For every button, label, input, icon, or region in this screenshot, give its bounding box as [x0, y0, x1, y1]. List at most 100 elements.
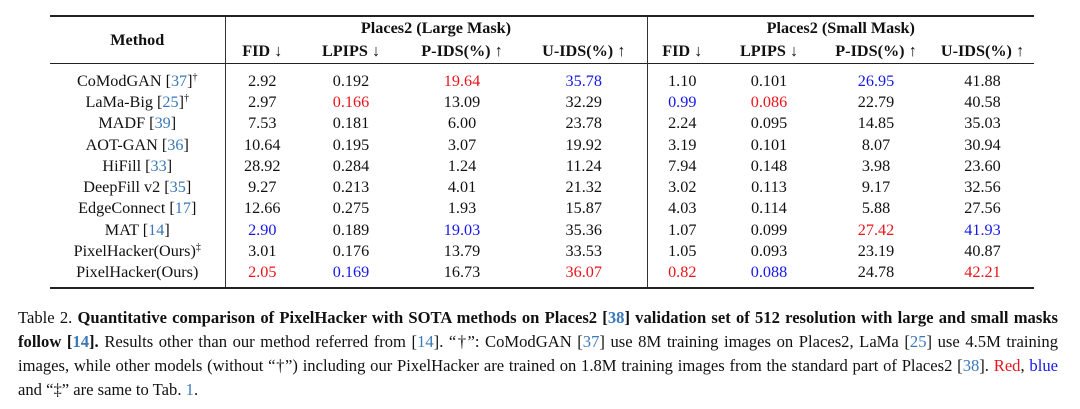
metric-value-cell: 3.01 [224, 240, 299, 262]
metric-value-cell: 23.60 [964, 156, 1001, 175]
method-name: HiFill [102, 156, 142, 175]
metric-value-cell: 23.19 [857, 242, 895, 261]
metric-value-cell: 22.79 [857, 92, 895, 111]
table-body: CoModGAN [37]† 2.92 0.192 19.64 35.78 1.10 0.1… [50, 63, 1034, 288]
method-name: CoModGAN [76, 71, 162, 90]
metric-value-cell: 0.093 [750, 242, 788, 261]
caption-text: ] use 8M training images on Places2, LaM… [599, 332, 910, 351]
method-name: MAT [104, 220, 139, 239]
caption-text: . [193, 380, 199, 399]
method-name-cell: CoModGAN [37]† [76, 71, 198, 90]
metric-value-cell: 2.05 [224, 261, 299, 288]
metric-value-cell: 41.88 [964, 71, 1001, 90]
metric-value-cell: 32.56 [964, 178, 1001, 197]
citation-link[interactable]: 39 [154, 114, 171, 133]
citation-link[interactable]: 38 [607, 308, 625, 327]
metric-value-cell: 13.79 [443, 242, 481, 261]
citation-link[interactable]: 14 [72, 332, 90, 351]
citation-link[interactable]: 38 [962, 356, 980, 375]
metric-value-cell: 35.03 [964, 114, 1001, 133]
citation-link[interactable]: 36 [167, 135, 184, 154]
metric-value-cell: 26.95 [857, 71, 895, 90]
metric-value-cell: 28.92 [224, 155, 299, 177]
metric-value-cell: 0.181 [332, 114, 370, 133]
metric-value-cell: 7.53 [224, 112, 299, 134]
metric-value-cell: 19.03 [443, 220, 481, 239]
metric-value-cell: 10.64 [224, 133, 299, 156]
metric-value-cell: 1.24 [447, 156, 477, 175]
metric-value-cell: 9.17 [861, 178, 891, 197]
metric-value-cell: 4.01 [447, 178, 477, 197]
method-name: MADF [98, 114, 146, 133]
caption-text: , [1020, 356, 1025, 375]
citation-link[interactable]: 25 [909, 332, 927, 351]
metric-value-cell: 27.56 [964, 199, 1001, 218]
results-table: Method Places2 (Large Mask) Places2 (Sma… [50, 15, 1034, 289]
metric-value-cell: 36.07 [565, 263, 602, 282]
citation-link[interactable]: 35 [169, 178, 186, 197]
metric-value-cell: 0.99 [646, 91, 717, 113]
method-name-cell: PixelHacker(Ours)‡ [50, 240, 225, 261]
citation-link[interactable]: 17 [174, 199, 191, 218]
metric-value-cell: 0.101 [750, 135, 788, 154]
method-name-cell: AOT-GAN [36] [85, 135, 189, 154]
metric-value-cell: 6.00 [447, 114, 477, 133]
metric-value-cell: 5.88 [861, 199, 891, 218]
citation-link[interactable]: 37 [582, 332, 600, 351]
metric-value-cell: 11.24 [565, 156, 602, 175]
metric-value-cell: 19.92 [565, 135, 602, 154]
citation-link[interactable]: 14 [148, 220, 165, 239]
metric-value-cell: 0.176 [332, 242, 370, 261]
metric-value-cell: 2.92 [224, 63, 299, 92]
metric-value-cell: 30.94 [964, 135, 1001, 154]
method-name-cell: EdgeConnect [17] [78, 199, 197, 218]
citation-link[interactable]: 33 [150, 156, 167, 175]
metric-value-cell: 7.94 [646, 155, 717, 177]
table-row: LaMa-Big [25]† 2.97 0.166 13.09 32.29 0.99 0.0… [50, 91, 1034, 113]
method-name-cell: PixelHacker(Ours) [50, 262, 225, 288]
metric-value-cell: 1.93 [447, 199, 477, 218]
metric-header: LPIPS ↓ [739, 42, 799, 60]
citation-link[interactable]: 14 [417, 332, 434, 351]
metric-value-cell: 0.213 [332, 178, 370, 197]
method-name-cell: HiFill [33] [102, 156, 173, 175]
metric-header: U-IDS(%) ↑ [940, 42, 1025, 60]
caption-text: ] use 4.5M training images, while other … [18, 332, 1059, 375]
caption-text: ]. “†”: CoModGAN [ [433, 332, 583, 351]
table-row: MAT [14] 2.90 0.189 19.03 35.36 1.07 0.099 27.4… [50, 219, 1034, 241]
metric-value-cell: 0.114 [751, 199, 787, 218]
method-header: Method [110, 31, 165, 49]
method-name-cell: MAT [14] [104, 220, 170, 239]
metric-value-cell: 32.29 [565, 92, 602, 111]
metric-value-cell: 24.78 [857, 263, 895, 282]
footnote-mark: ‡ [195, 242, 201, 254]
table-row: PixelHacker(Ours)‡ 3.01 0.176 13.79 33.53 1.0… [50, 240, 1034, 262]
metric-value-cell: 15.87 [565, 199, 602, 218]
table-reference-link[interactable]: 1 [185, 380, 194, 399]
legend-blue-word: blue [1029, 356, 1058, 375]
metric-value-cell: 1.10 [646, 63, 717, 92]
metric-value-cell: 0.101 [750, 71, 788, 90]
metric-value-cell: 21.32 [565, 178, 602, 197]
citation-link[interactable]: 25 [162, 92, 179, 111]
metric-header: LPIPS ↓ [321, 42, 381, 60]
method-name: EdgeConnect [78, 199, 166, 218]
citation-link[interactable]: 37 [170, 71, 188, 90]
metric-value-cell: 35.78 [565, 71, 602, 90]
metric-value-cell: 0.099 [750, 220, 788, 239]
metric-value-cell: 0.82 [646, 261, 717, 288]
method-name: PixelHacker(Ours) [73, 242, 196, 261]
metric-value-cell: 1.07 [646, 219, 717, 241]
legend-red-word: Red [993, 356, 1021, 375]
metric-value-cell: 40.87 [964, 242, 1001, 261]
table-caption: Table 2. Quantitative comparison of Pixe… [18, 306, 1058, 402]
footnote-mark: † [192, 71, 198, 83]
metric-value-cell: 0.088 [750, 263, 788, 282]
metric-value-cell: 41.93 [964, 220, 1001, 239]
method-name: PixelHacker(Ours) [76, 263, 199, 282]
metric-value-cell: 19.64 [443, 71, 481, 90]
method-name: AOT-GAN [85, 135, 158, 154]
metric-value-cell: 0.169 [332, 263, 370, 282]
metric-value-cell: 0.095 [750, 114, 788, 133]
metric-value-cell: 0.275 [332, 199, 370, 218]
